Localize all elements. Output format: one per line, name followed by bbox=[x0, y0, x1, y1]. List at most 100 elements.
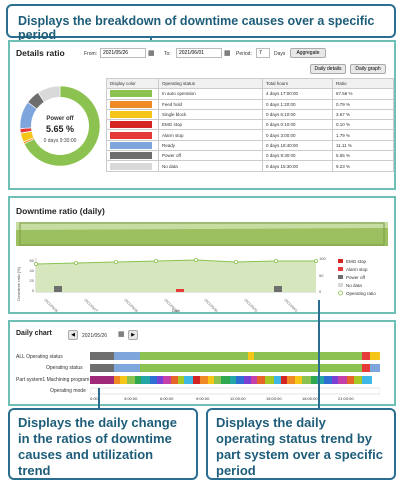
overview-band bbox=[16, 222, 388, 246]
period-input[interactable]: 7 bbox=[256, 48, 270, 58]
legend-emg-stop: EMG stop bbox=[346, 259, 367, 264]
callout-leader bbox=[318, 300, 320, 408]
status-cell: Alarm stop bbox=[158, 129, 263, 141]
table-row: Power off 0 days 9:30:00 5.65 % bbox=[106, 150, 394, 162]
program-segment bbox=[311, 376, 317, 384]
from-date-input[interactable]: 2021/05/26 bbox=[100, 48, 146, 58]
program-segment bbox=[287, 376, 295, 384]
ratio-cell: 9.23 % bbox=[332, 160, 394, 172]
row-label: Part system1 Machining program bbox=[16, 377, 90, 383]
table-row: No data 0 days 15:30:00 9.23 % bbox=[106, 160, 394, 172]
legend-power-off: Power off bbox=[346, 275, 366, 280]
x-tick: 18:00:00 bbox=[302, 396, 318, 401]
color-swatch bbox=[110, 131, 152, 139]
hours-cell: 0 days 15:30:00 bbox=[262, 160, 333, 172]
program-segment bbox=[127, 376, 135, 384]
hours-cell: 0 days 3:00:00 bbox=[262, 129, 333, 141]
y2-tick: 100 bbox=[319, 256, 326, 261]
calendar-icon[interactable]: ▦ bbox=[118, 331, 125, 338]
color-swatch bbox=[110, 111, 152, 119]
status-cell: Power off bbox=[158, 150, 263, 162]
header-display-color: Display color bbox=[106, 77, 159, 90]
x-tick: 9:00:00 bbox=[196, 396, 210, 401]
program-segment bbox=[317, 376, 324, 384]
donut-label: Power off bbox=[46, 116, 74, 122]
hours-cell: 0 days 6:10:00 bbox=[262, 108, 333, 121]
status-cell: Ready bbox=[158, 139, 263, 152]
table-row: Single block 0 days 6:10:00 3.67 % bbox=[106, 108, 394, 121]
legend-operating-ratio: Operating ratio bbox=[346, 291, 376, 296]
program-segment bbox=[184, 376, 193, 384]
program-segment bbox=[178, 376, 184, 384]
x-tick: 0:00 bbox=[90, 396, 98, 401]
row-label: ALL Operating status bbox=[16, 354, 63, 360]
hours-cell: 0 days 0:10:00 bbox=[262, 119, 333, 131]
x-tick: 21:00:00 bbox=[338, 396, 354, 401]
y-tick: 40 bbox=[30, 268, 35, 273]
daily-chart-panel: Daily chart ◀ 2021/05/26 ▦ ▶ ALL Operati… bbox=[8, 320, 396, 406]
y-tick: 20 bbox=[30, 278, 35, 283]
prev-day-button[interactable]: ◀ bbox=[68, 330, 78, 340]
y-tick: 0 bbox=[32, 288, 35, 293]
program-segment bbox=[265, 376, 274, 384]
program-segment bbox=[362, 376, 372, 384]
program-segment bbox=[200, 376, 208, 384]
downtime-line-chart: Downtime ratio [%] 60 40 20 0 100 50 0 2… bbox=[16, 256, 376, 313]
x-tick: 2021/05/28 bbox=[123, 298, 138, 313]
program-segment bbox=[171, 376, 178, 384]
details-ratio-panel: Details ratio From: 2021/05/26 ▦ To: 202… bbox=[8, 40, 396, 190]
downtime-title: Downtime ratio (daily) bbox=[16, 206, 105, 216]
table-row: Feed hold 0 days 1:20:00 0.79 % bbox=[106, 98, 394, 110]
aggregate-button[interactable]: Aggregate bbox=[290, 48, 326, 58]
x-tick: 12:00:00 bbox=[230, 396, 246, 401]
details-title: Details ratio bbox=[16, 48, 65, 58]
status-cell: In auto operation bbox=[158, 88, 263, 100]
period-unit: Days bbox=[274, 51, 286, 57]
ratio-cell: 0.10 % bbox=[332, 119, 394, 131]
status-cell: Single block bbox=[158, 108, 263, 121]
program-segment bbox=[163, 376, 171, 384]
callout-daily-status: Displays the daily operating status tren… bbox=[206, 408, 396, 480]
calendar-icon[interactable]: ▦ bbox=[224, 50, 231, 57]
y-tick: 60 bbox=[30, 258, 35, 263]
color-swatch bbox=[110, 152, 152, 160]
x-axis-label: Date bbox=[172, 308, 181, 313]
x-tick: 2021/05/27 bbox=[83, 298, 98, 313]
x-tick: 2021/05/30 bbox=[203, 298, 218, 313]
ratio-cell: 11.11 % bbox=[332, 139, 394, 152]
program-segment bbox=[208, 376, 214, 384]
header-operating-status: Operating status bbox=[158, 77, 263, 90]
status-cell: No data bbox=[158, 160, 263, 172]
program-segment bbox=[135, 376, 141, 384]
daily-timeline bbox=[90, 352, 380, 395]
ratio-cell: 5.65 % bbox=[332, 150, 394, 162]
program-segment bbox=[221, 376, 230, 384]
to-date-input[interactable]: 2021/06/01 bbox=[176, 48, 222, 58]
color-swatch bbox=[110, 162, 152, 170]
ratio-table: Display color Operating status Total hou… bbox=[106, 77, 394, 172]
program-segment bbox=[347, 376, 354, 384]
color-swatch bbox=[110, 100, 152, 108]
next-day-button[interactable]: ▶ bbox=[128, 330, 138, 340]
daily-graph-button[interactable]: Daily graph bbox=[350, 64, 386, 74]
program-segment bbox=[354, 376, 362, 384]
calendar-icon[interactable]: ▦ bbox=[148, 50, 155, 57]
x-tick: 2021/06/01 bbox=[283, 298, 298, 313]
breakdown-donut-chart: Power off 5.65 % 0 days 9:30:00 bbox=[19, 85, 101, 167]
from-label: From: bbox=[84, 51, 98, 57]
y2-tick: 0 bbox=[319, 289, 322, 294]
program-segment bbox=[230, 376, 236, 384]
daily-details-button[interactable]: Daily details bbox=[310, 64, 346, 74]
x-tick: 2021/05/26 bbox=[43, 298, 58, 313]
program-segment bbox=[150, 376, 157, 384]
program-segment bbox=[281, 376, 287, 384]
status-cell: Feed hold bbox=[158, 98, 263, 110]
legend-no-data: No data bbox=[346, 283, 362, 288]
ratio-table-header: Display color Operating status Total hou… bbox=[106, 77, 394, 90]
period-label: Period: bbox=[236, 51, 252, 57]
program-segment bbox=[90, 376, 114, 384]
program-segment bbox=[338, 376, 347, 384]
callout-daily-change: Displays the daily change in the ratios … bbox=[8, 408, 198, 480]
ratio-cell: 0.79 % bbox=[332, 98, 394, 110]
x-tick: 2021/05/31 bbox=[243, 298, 258, 313]
